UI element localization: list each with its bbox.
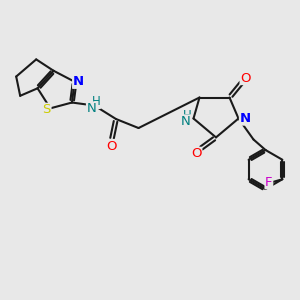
Text: O: O: [191, 147, 202, 161]
Text: N: N: [87, 102, 96, 115]
Text: N: N: [73, 75, 84, 88]
Text: O: O: [106, 140, 117, 152]
Text: O: O: [240, 71, 251, 85]
Text: H: H: [92, 95, 100, 108]
Text: F: F: [265, 176, 273, 189]
Text: N: N: [181, 115, 191, 128]
Text: N: N: [239, 112, 251, 125]
Text: S: S: [43, 103, 51, 116]
Text: H: H: [182, 109, 191, 122]
